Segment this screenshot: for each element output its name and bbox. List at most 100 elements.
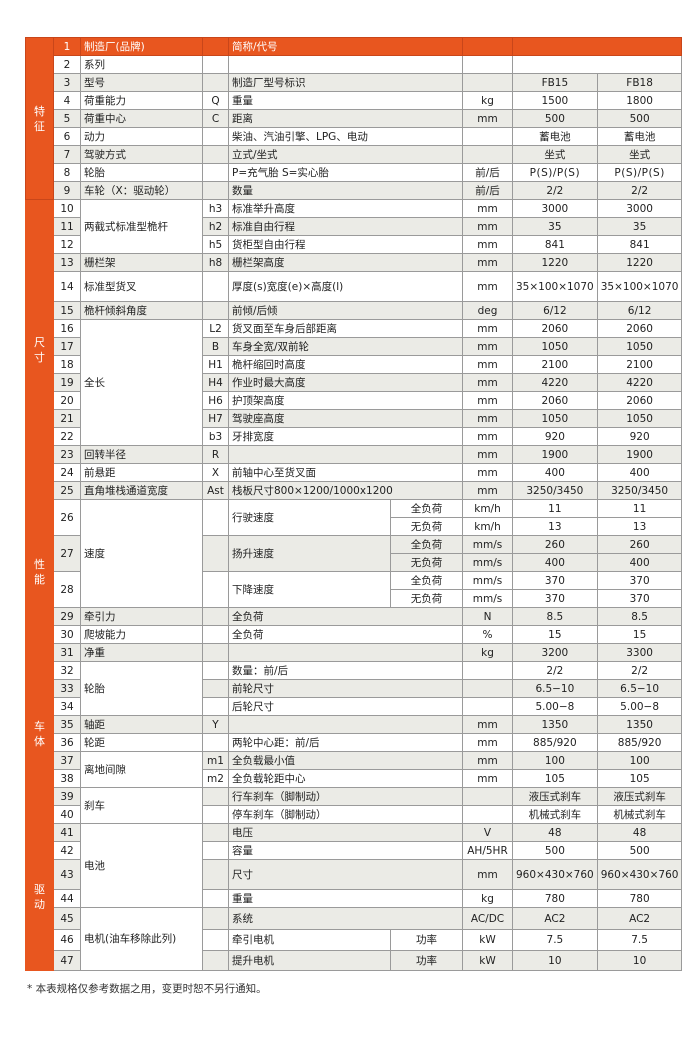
description: 制造厂型号标识 <box>228 73 463 92</box>
value-fb15: 8.5 <box>512 607 598 626</box>
row-number: 39 <box>53 787 81 806</box>
symbol: R <box>202 445 229 464</box>
value-fb15: 10 <box>512 950 598 971</box>
symbol: B <box>202 337 229 356</box>
value-fb15: P(S)/P(S) <box>512 163 598 182</box>
value-fb18: 370 <box>596 589 683 608</box>
description: 标准自由行程 <box>228 217 463 236</box>
value-fb18: 400 <box>596 553 683 572</box>
row-number: 46 <box>53 929 81 951</box>
table-row: 39 刹车 行车刹车（脚制动） 液压式刹车 液压式刹车 <box>26 787 683 824</box>
symbol: H1 <box>202 355 229 374</box>
value-fb18: 1900 <box>596 445 683 464</box>
unit: kW <box>462 950 513 971</box>
unit: V <box>462 823 513 842</box>
value-fb15: 2100 <box>512 355 598 374</box>
value-fb18: 2060 <box>596 391 683 410</box>
row-number: 34 <box>53 697 81 716</box>
row-number: 21 <box>53 409 81 428</box>
value-fb18: P(S)/P(S) <box>596 163 683 182</box>
condition: 无负荷 <box>390 517 463 536</box>
unit: AC/DC <box>462 907 513 930</box>
value-fb18: 2/2 <box>596 661 683 680</box>
value-fb15: 1220 <box>512 253 598 272</box>
description: 前倾/后倾 <box>228 301 463 320</box>
unit: kg <box>462 91 513 110</box>
symbol <box>202 145 229 164</box>
value-fb18: 11 <box>596 499 683 518</box>
value-fb18: AC2 <box>596 907 683 930</box>
value-fb15: 400 <box>512 463 598 482</box>
unit <box>462 37 513 56</box>
item-label: 轮胎 <box>80 163 203 182</box>
symbol <box>202 643 229 662</box>
symbol <box>202 950 229 971</box>
value-fb15: 15 <box>512 625 598 644</box>
item-group-label: 速度 <box>80 499 203 608</box>
row-number: 38 <box>53 769 81 788</box>
value-fb18: 885/920 <box>596 733 683 752</box>
row-number: 2 <box>53 55 81 74</box>
row-number: 32 <box>53 661 81 680</box>
description: 护顶架高度 <box>228 391 463 410</box>
unit: mm <box>462 715 513 734</box>
symbol <box>202 805 229 824</box>
value-fb18: 液压式刹车 <box>596 787 683 806</box>
row-number: 11 <box>53 217 81 236</box>
table-row: 43 尺寸 mm 960×430×760 960×430×760 <box>26 859 683 890</box>
table-row: 44 重量 kg 780 780 <box>26 889 683 908</box>
table-row: 驱动 41 电池 电压 V 48 48 <box>25 823 683 971</box>
unit: AH/5HR <box>462 841 513 860</box>
symbol <box>202 571 229 608</box>
table-row: 32 轮胎 数量：前/后 2/2 2/2 <box>26 661 683 716</box>
value-fb15: 1050 <box>512 337 598 356</box>
table-row: 6 动力 柴油、汽油引擎、LPG、电动 蓄电池 蓄电池 <box>26 127 683 146</box>
row-number: 17 <box>53 337 81 356</box>
unit: mm/s <box>462 553 513 572</box>
item-label: 直角堆栈通道宽度 <box>80 481 203 500</box>
footnote: * 本表规格仅参考数据之用，变更时恕不另行通知。 <box>27 983 267 995</box>
table-row: 36 轮距 两轮中心距：前/后 mm 885/920 885/920 <box>26 733 683 752</box>
item-label: 轮距 <box>80 733 203 752</box>
value-fb18: 3300 <box>596 643 683 662</box>
symbol <box>202 823 229 842</box>
row-number: 18 <box>53 355 81 374</box>
symbol <box>202 535 229 572</box>
table-row: 18 H1 桅杆缩回时高度 mm 2100 2100 <box>26 355 683 374</box>
description: 容量 <box>228 841 463 860</box>
description <box>228 55 463 74</box>
item-label: 驾驶方式 <box>80 145 203 164</box>
table-row: 25 直角堆栈通道宽度 Ast 栈板尺寸800×1200/1000x1200 mm 325… <box>26 481 683 500</box>
symbol <box>202 907 229 930</box>
value-fb15: 100 <box>512 751 598 770</box>
value-fb15: 500 <box>512 109 598 128</box>
symbol <box>202 127 229 146</box>
value-fb18: 15 <box>596 625 683 644</box>
value-fb15: 2/2 <box>512 661 598 680</box>
row-number: 29 <box>53 607 81 626</box>
value-fb18: 2/2 <box>596 181 683 200</box>
symbol <box>202 163 229 182</box>
symbol: H4 <box>202 373 229 392</box>
value-fb15: 6.5−10 <box>512 679 598 698</box>
unit: mm <box>462 769 513 788</box>
table-row: 3 型号 制造厂型号标识 FB15 FB18 <box>26 73 683 92</box>
value-fb15: 2060 <box>512 391 598 410</box>
unit: mm <box>462 109 513 128</box>
value-fb18: 35×100×1070 <box>596 271 683 302</box>
value-fb15: 坐式 <box>512 145 598 164</box>
value-fb18: 6/12 <box>596 301 683 320</box>
condition: 无负荷 <box>390 589 463 608</box>
description: 尺寸 <box>228 859 463 890</box>
table-row: 11 h2 标准自由行程 mm 35 35 <box>26 217 683 236</box>
section-label: 驱动 <box>25 823 54 971</box>
description: 柴油、汽油引擎、LPG、电动 <box>228 127 463 146</box>
table-row: 5 荷重中心 C 距离 mm 500 500 <box>26 109 683 128</box>
condition: 全负荷 <box>390 499 463 518</box>
symbol <box>202 625 229 644</box>
description <box>228 643 463 662</box>
row-number: 42 <box>53 841 81 860</box>
value-fb15: AC2 <box>512 907 598 930</box>
row-number: 30 <box>53 625 81 644</box>
row-number: 4 <box>53 91 81 110</box>
